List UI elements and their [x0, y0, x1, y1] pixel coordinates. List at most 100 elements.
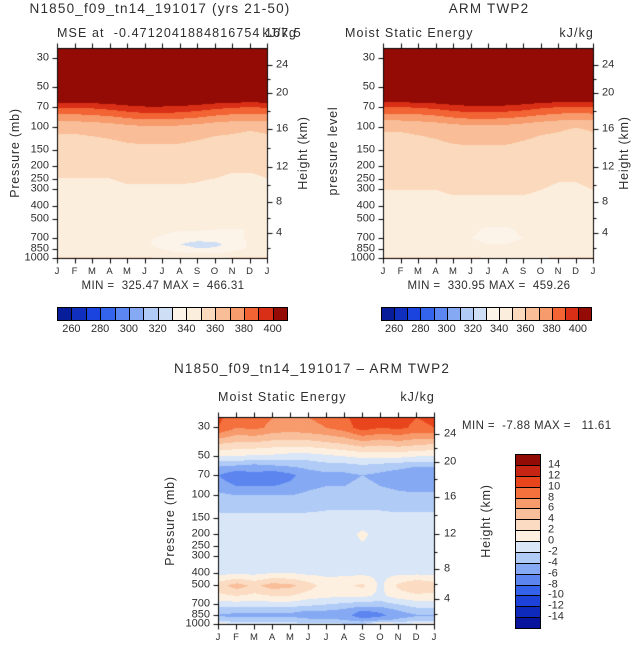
- min-max-label-model: MIN = 325.47 MAX = 466.31: [81, 280, 245, 292]
- height-tick-label: 16: [444, 490, 457, 503]
- colorbar-segment: [486, 307, 501, 321]
- month-tick-label: J: [215, 632, 221, 643]
- colorbar-label: 2: [548, 523, 555, 536]
- month-tick-label: M: [414, 266, 422, 277]
- colorbar-segment: [143, 307, 159, 321]
- pressure-tick-label: 30: [36, 51, 49, 64]
- pressure-tick-label: 1000: [24, 251, 49, 264]
- height-tick-label: 8: [602, 195, 609, 208]
- subtitle-left-diff: Moist Static Energy: [218, 390, 347, 404]
- colorbar-label: 320: [148, 323, 167, 335]
- month-tick-label: F: [397, 266, 404, 277]
- colorbar-label: 14: [548, 458, 561, 471]
- colorbar-label: 4: [548, 512, 555, 525]
- colorbar-label: 320: [463, 323, 483, 335]
- month-tick-label: M: [123, 266, 131, 277]
- colorbar-label: 300: [119, 323, 139, 335]
- pressure-tick-label: 250: [30, 172, 49, 185]
- colorbar-label: 400: [568, 323, 588, 335]
- pressure-tick-label: 150: [30, 143, 49, 156]
- colorbar-label: -6: [548, 567, 558, 580]
- colorbar-label: 8: [548, 491, 555, 503]
- colorbar-segment: [525, 307, 540, 321]
- panel-title-obs: ARM TWP2: [448, 1, 530, 16]
- month-tick-label: D: [412, 632, 420, 643]
- month-tick-label: N: [228, 266, 236, 277]
- pressure-tick-label: 200: [356, 159, 375, 172]
- colorbar-label: 360: [516, 323, 535, 335]
- month-tick-label: A: [106, 266, 113, 277]
- height-tick-label: 20: [444, 455, 457, 467]
- colorbar-segment: [512, 307, 527, 321]
- height-tick-label: 16: [602, 122, 615, 135]
- y-axis-label-right-diff: Height (km): [478, 484, 493, 558]
- pressure-tick-label: 250: [356, 172, 375, 185]
- colorbar-label: -10: [548, 588, 564, 601]
- colorbar-segment: [243, 307, 260, 321]
- pressure-tick-label: 200: [191, 527, 210, 540]
- month-tick-label: J: [54, 266, 60, 277]
- month-tick-label: J: [305, 632, 311, 643]
- height-tick-label: 4: [444, 592, 451, 605]
- pressure-tick-label: 30: [362, 51, 375, 64]
- colorbar-label: 380: [234, 323, 254, 335]
- colorbar-segment: [85, 307, 102, 321]
- min-max-label-diff: MIN = -7.88 MAX = 11.61: [462, 420, 612, 432]
- month-tick-label: J: [142, 266, 147, 277]
- colorbar-segment: [128, 307, 145, 321]
- month-tick-label: M: [88, 266, 96, 277]
- colorbar-segment: [538, 307, 553, 321]
- pressure-tick-label: 400: [30, 199, 49, 212]
- height-tick-label: 20: [276, 86, 289, 99]
- pressure-tick-label: 1000: [350, 251, 375, 264]
- pressure-tick-label: 100: [191, 488, 210, 501]
- colorbar-segment: [229, 307, 245, 321]
- colorbar-segment: [577, 307, 592, 321]
- colorbar-segment: [459, 307, 474, 321]
- height-tick-label: 4: [602, 226, 609, 239]
- month-tick-label: A: [432, 266, 439, 277]
- colorbar-segment: [57, 307, 73, 321]
- colorbar-segment: [114, 307, 130, 321]
- pressure-tick-label: 300: [356, 182, 375, 195]
- colorbar-segment: [71, 307, 87, 321]
- colorbar-label: 260: [384, 323, 404, 335]
- pressure-tick-label: 1000: [185, 617, 210, 630]
- month-tick-label: S: [358, 632, 366, 643]
- colorbar-label: 280: [411, 323, 430, 335]
- pressure-tick-label: 250: [191, 539, 210, 552]
- subtitle-left-model: MSE at -0.4712041884816754 167.5: [57, 26, 302, 40]
- month-tick-label: J: [159, 266, 165, 277]
- colorbar-label: 340: [177, 323, 196, 335]
- height-tick-label: 24: [444, 427, 457, 440]
- colorbar-label: -8: [548, 578, 558, 590]
- pressure-tick-label: 70: [36, 100, 49, 113]
- pressure-tick-label: 150: [191, 511, 210, 524]
- height-tick-label: 16: [276, 122, 289, 135]
- height-tick-label: 8: [276, 195, 283, 208]
- colorbar-segment: [258, 307, 274, 321]
- contour-plot-diff: [212, 411, 441, 631]
- pressure-tick-label: 70: [362, 100, 375, 113]
- month-tick-label: J: [264, 266, 270, 277]
- height-tick-label: 8: [444, 562, 451, 575]
- month-tick-label: A: [176, 266, 183, 277]
- colorbar-label: -14: [548, 610, 564, 623]
- min-max-label-obs: MIN = 330.95 MAX = 459.26: [407, 280, 571, 292]
- month-tick-label: J: [380, 266, 386, 277]
- month-tick-label: J: [323, 632, 329, 643]
- colorbar-label: -12: [548, 599, 564, 612]
- month-tick-label: N: [554, 266, 562, 277]
- month-tick-label: F: [233, 632, 239, 643]
- y-axis-label-left-model: Pressure (mb): [7, 108, 22, 198]
- colorbar-segment: [433, 307, 448, 321]
- month-tick-label: F: [71, 266, 78, 277]
- pressure-tick-label: 500: [356, 212, 375, 225]
- colorbar-segment: [381, 307, 396, 321]
- units-label-diff: kJ/kg: [400, 390, 435, 404]
- y-axis-label-left-diff: Pressure (mb): [162, 476, 177, 566]
- colorbar-segment: [394, 307, 409, 321]
- contour-plot-obs: [377, 42, 600, 265]
- colorbar-label: 360: [205, 323, 225, 335]
